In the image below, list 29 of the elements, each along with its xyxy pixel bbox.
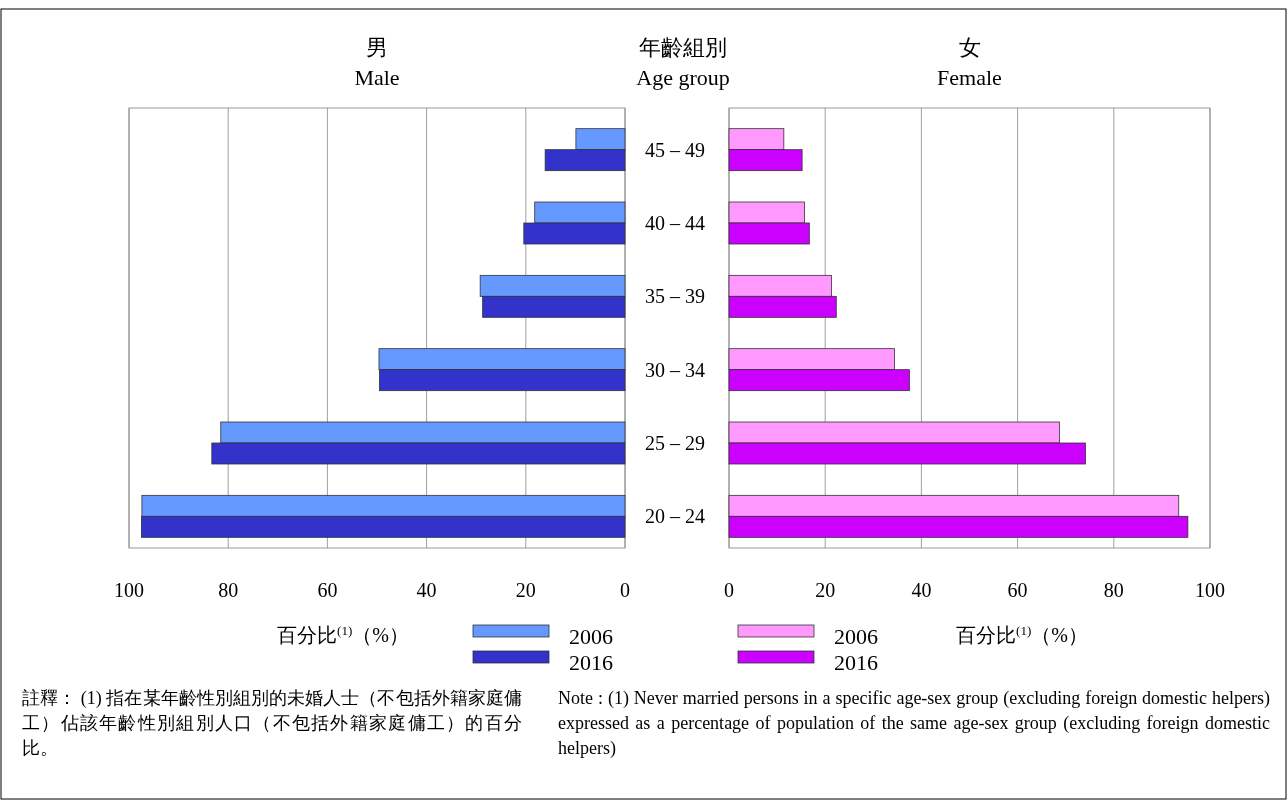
x-tick-label: 80 [1103,579,1124,601]
x-tick-label: 20 [515,579,536,601]
text: Note : (1) Never married persons in a specific age-sex group (excluding foreign domestic helpers) expressed as a percentage of population of the same age-sex group (excluding foreign domestic helpers) [558,687,1270,760]
x-tick-label: 40 [416,579,437,601]
x-tick-label: 60 [317,579,338,601]
y-tick-label: 45 – 49 [645,138,705,161]
x-tick-label: 0 [724,579,734,601]
legend-label: 2016 [569,650,613,675]
text: 註釋： (1) 指在某年齡性別組別的未婚人士（不包括外籍家庭傭工）佔該年齡性別組別人口（不包括外籍家庭傭工）的百分比。 [22,687,522,760]
chart-title: 女 Female [937,35,1002,90]
x-tick-label: 40 [911,579,932,601]
y-tick-label: 40 – 44 [645,212,705,234]
x-axis-title: 百分比$^{(1)}$（%） [277,622,409,646]
x-tick-label: 100 [114,579,144,601]
legend-label: 2006 [834,624,878,649]
x-axis-title: 百分比$^{(1)}$（%） [956,622,1088,646]
legend-label: 2016 [834,650,878,675]
y-tick-label: 35 – 39 [645,285,705,308]
chart-title: 男 Male [354,35,400,90]
x-tick-label: 80 [218,579,239,601]
y-tick-label: 30 – 34 [645,358,705,381]
y-tick-label: 25 – 29 [645,432,705,454]
x-tick-label: 0 [620,579,630,601]
legend-label: 2006 [569,624,613,649]
y-tick-label: 20 – 24 [645,505,705,528]
y-axis-title: 年齡組別 Age group [636,35,730,90]
x-tick-label: 60 [1007,579,1028,601]
x-tick-label: 100 [1195,579,1225,601]
x-tick-label: 20 [815,579,836,601]
